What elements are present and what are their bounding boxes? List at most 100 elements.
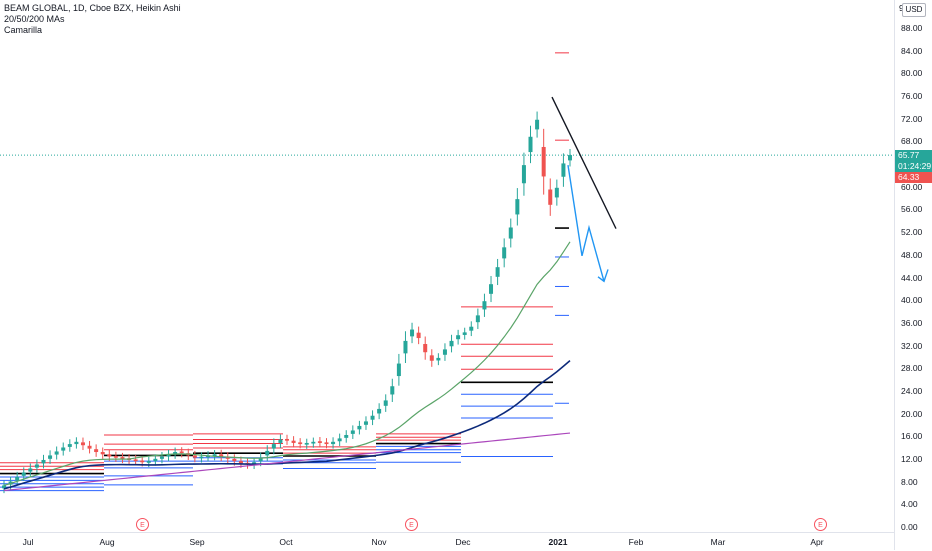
candle-body: [568, 155, 572, 161]
time-tick-label: Oct: [279, 537, 293, 547]
candle-body: [554, 187, 559, 198]
candle-body: [48, 455, 53, 459]
price-tick-label: 76.00: [901, 91, 923, 102]
candle-body: [383, 400, 388, 406]
price-tick-label: 56.00: [901, 204, 923, 215]
candle-body: [133, 459, 138, 462]
candle-body: [508, 227, 513, 239]
candle-body: [28, 468, 33, 472]
candle-body: [462, 332, 467, 335]
candle-body: [416, 332, 421, 339]
candle-body: [265, 450, 270, 456]
chart-legend: BEAM GLOBAL, 1D, Cboe BZX, Heikin Ashi 2…: [4, 3, 181, 36]
candle-body: [41, 459, 46, 464]
symbol-title[interactable]: BEAM GLOBAL, 1D, Cboe BZX, Heikin Ashi: [4, 3, 181, 13]
candle-body: [324, 442, 329, 445]
price-tick-label: 20.00: [901, 408, 923, 419]
candle-body: [337, 438, 342, 442]
candle-body: [173, 452, 178, 455]
candle-body: [482, 301, 487, 310]
pivot-indicator-label[interactable]: Camarilla: [4, 25, 43, 35]
price-tick-label: 36.00: [901, 317, 923, 328]
price-tick-label: 60.00: [901, 181, 923, 192]
price-tick-label: 12.00: [901, 453, 923, 464]
ma-indicator-label[interactable]: 20/50/200 MAs: [4, 14, 65, 24]
candle-body: [548, 189, 553, 205]
candle-body: [311, 441, 316, 444]
candle-body: [225, 456, 230, 459]
candle-body: [21, 472, 26, 476]
price-tick-label: 68.00: [901, 136, 923, 147]
candle-body: [179, 451, 184, 454]
candle-body: [449, 340, 454, 347]
candle-body: [120, 457, 125, 459]
candle-body: [232, 458, 237, 462]
time-tick-label: Feb: [628, 537, 644, 547]
time-tick-label: Nov: [371, 537, 387, 547]
price-tag: 64.33: [895, 172, 932, 183]
candle-body: [442, 349, 447, 355]
candle-body: [363, 421, 368, 425]
candle-body: [15, 476, 20, 481]
candle-body: [2, 485, 6, 489]
candle-body: [521, 165, 526, 184]
candle-body: [535, 119, 540, 130]
candle-body: [291, 440, 296, 443]
candle-body: [475, 315, 480, 323]
candle-body: [113, 455, 118, 458]
candle-body: [74, 441, 79, 445]
candle-body: [285, 438, 289, 441]
candle-body: [271, 444, 276, 449]
candle-body: [238, 461, 243, 464]
candle-body: [331, 441, 336, 445]
candle-body: [317, 441, 322, 443]
price-tick-label: 48.00: [901, 249, 923, 260]
candle-body: [429, 355, 434, 361]
candle-body: [377, 408, 382, 414]
price-axis-top-value: 9: [899, 3, 904, 13]
price-tick-label: 0.00: [901, 522, 918, 532]
candle-body: [370, 415, 375, 420]
candle-body: [561, 163, 566, 177]
price-tick-label: 80.00: [901, 68, 923, 79]
currency-button[interactable]: USD: [902, 3, 926, 17]
candle-body: [212, 454, 217, 456]
ma50-line: [3, 359, 571, 490]
time-tick-label: Jul: [22, 537, 34, 547]
price-tag: 65.77: [895, 150, 932, 161]
price-tick-label: 40.00: [901, 295, 923, 306]
candle-body: [515, 199, 520, 215]
candle-body: [67, 444, 72, 447]
earnings-marker[interactable]: E: [405, 518, 418, 531]
price-tick-label: 52.00: [901, 227, 923, 238]
candle-body: [199, 456, 204, 459]
candle-body: [469, 326, 474, 331]
candle-body: [396, 363, 401, 377]
chart-pane[interactable]: BEAM GLOBAL, 1D, Cboe BZX, Heikin Ashi 2…: [0, 0, 894, 550]
candle-body: [219, 454, 224, 457]
candle-body: [153, 458, 158, 462]
price-tag: 01:24:29: [895, 161, 932, 172]
price-axis[interactable]: 88.00 84.00 80.00 76.00 72.00 68.00 60.00 56.00…: [894, 0, 932, 550]
earnings-marker[interactable]: E: [136, 518, 149, 531]
time-tick-label: Dec: [455, 537, 471, 547]
candle-body: [107, 454, 112, 457]
price-tick-label: 32.00: [901, 340, 923, 351]
ma200-line: [3, 432, 571, 492]
projection-arrowhead: [597, 269, 609, 283]
candle-body: [350, 430, 355, 434]
candle-body: [34, 464, 39, 468]
candle-body: [252, 462, 257, 465]
price-chart[interactable]: [0, 0, 894, 532]
earnings-marker[interactable]: E: [814, 518, 827, 531]
candle-body: [423, 344, 428, 353]
time-axis[interactable]: Jul Aug Sep Oct Nov Dec 2021 Feb Mar Apr: [0, 532, 894, 551]
trend-line-drawing: [551, 96, 617, 229]
candle-body: [436, 357, 441, 361]
time-tick-label: Sep: [189, 537, 205, 547]
candle-body: [528, 136, 533, 153]
candle-body: [278, 439, 283, 443]
candle-body: [159, 456, 164, 459]
candle-body: [304, 442, 309, 445]
candle-body: [502, 247, 507, 259]
